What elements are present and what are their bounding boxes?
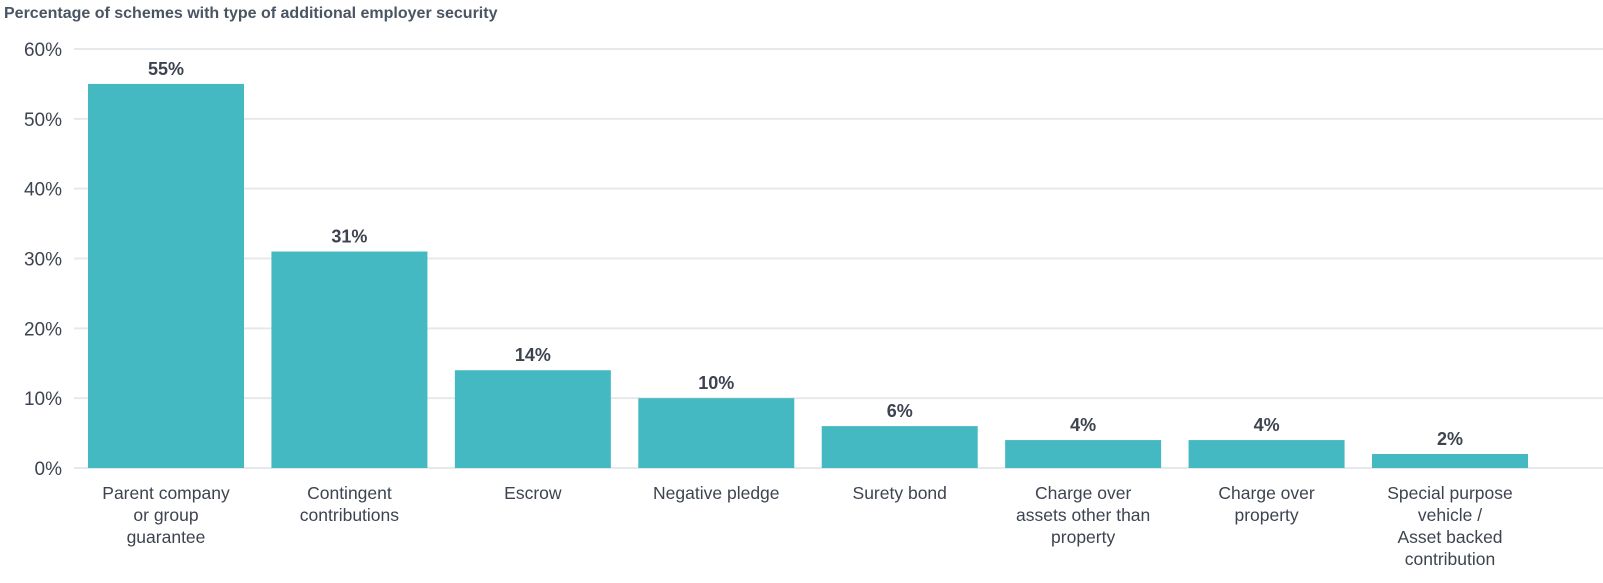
x-tick-label: Charge over assets other than property [1016,483,1150,547]
y-tick-label: 30% [24,250,62,271]
bar [1188,440,1345,468]
x-tick-label: Special purpose vehicle / Asset backed cont… [1387,483,1513,569]
data-label: 55% [148,59,184,79]
y-axis: 0% 10% 20% 30% 40% 50% 60% [24,40,62,480]
bar [1372,454,1528,468]
y-tick-label: 10% [24,389,62,410]
bar [821,426,978,468]
bars [88,83,1528,469]
data-label: 14% [515,345,551,365]
data-label: 10% [698,373,734,393]
x-tick-label: Parent company or group guarantee [102,483,230,547]
data-label: 4% [1070,415,1096,435]
x-tick-label: Negative pledge [653,483,779,503]
data-label: 2% [1437,429,1463,449]
x-axis: Parent company or group guarantee Contingen… [102,483,1512,569]
data-labels: 55% 31% 14% 10% 6% 4% 4% 2% [148,59,1463,449]
data-label: 4% [1254,415,1280,435]
bar [454,370,611,468]
y-tick-label: 20% [24,319,62,340]
data-label: 6% [887,401,913,421]
x-tick-label: Surety bond [853,483,947,503]
y-tick-label: 60% [24,40,62,61]
bar [638,398,795,468]
y-tick-label: 50% [24,110,62,131]
y-tick-label: 40% [24,180,62,201]
bar [88,83,244,469]
bar [271,251,428,468]
x-tick-label: Charge over property [1218,483,1314,525]
y-tick-label: 0% [35,459,63,480]
bar [1005,440,1162,468]
data-label: 31% [331,227,367,247]
x-tick-label: Escrow [504,483,562,503]
chart-title: Percentage of schemes with type of addit… [4,5,498,22]
x-tick-label: Contingent contributions [300,483,399,525]
